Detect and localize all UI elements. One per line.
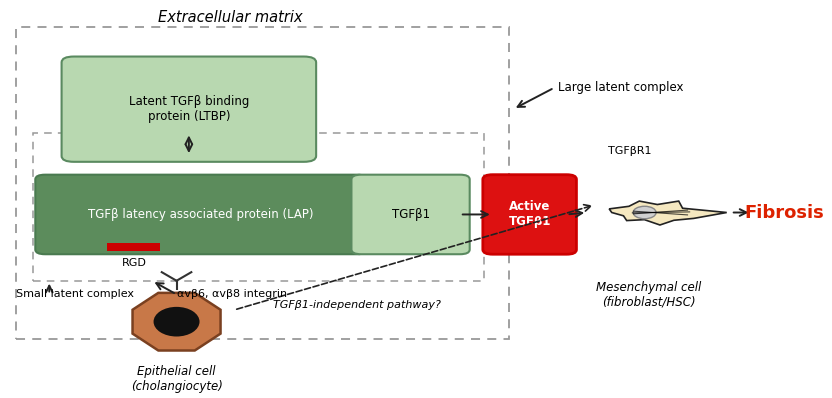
Text: RGD: RGD — [121, 258, 146, 268]
Polygon shape — [132, 293, 220, 351]
Polygon shape — [609, 201, 726, 225]
FancyBboxPatch shape — [483, 175, 577, 254]
Bar — [17, 27, 509, 339]
Text: TGFβ1-independent pathway?: TGFβ1-independent pathway? — [273, 300, 441, 310]
Ellipse shape — [633, 206, 656, 219]
Bar — [106, 243, 160, 252]
Text: TGFβ latency associated protein (LAP): TGFβ latency associated protein (LAP) — [88, 208, 314, 221]
Text: αvβ6, αvβ8 integrin: αvβ6, αvβ8 integrin — [176, 289, 287, 299]
Text: Latent TGFβ binding
protein (LTBP): Latent TGFβ binding protein (LTBP) — [129, 95, 249, 123]
Bar — [32, 133, 484, 281]
Text: Active
TGFβ1: Active TGFβ1 — [508, 201, 551, 228]
Text: TGFβ1: TGFβ1 — [392, 208, 429, 221]
Text: TGFβR1: TGFβR1 — [607, 146, 651, 156]
Text: Fibrosis: Fibrosis — [745, 203, 824, 222]
FancyBboxPatch shape — [35, 175, 367, 254]
Text: Extracellular matrix: Extracellular matrix — [157, 10, 302, 25]
FancyBboxPatch shape — [62, 57, 316, 162]
Text: Large latent complex: Large latent complex — [558, 81, 684, 94]
FancyBboxPatch shape — [351, 175, 470, 254]
Text: Mesenchymal cell
(fibroblast/HSC): Mesenchymal cell (fibroblast/HSC) — [596, 281, 701, 309]
Text: Small latent complex: Small latent complex — [17, 289, 135, 299]
Ellipse shape — [154, 307, 200, 336]
Text: Epithelial cell
(cholangiocyte): Epithelial cell (cholangiocyte) — [131, 365, 222, 392]
